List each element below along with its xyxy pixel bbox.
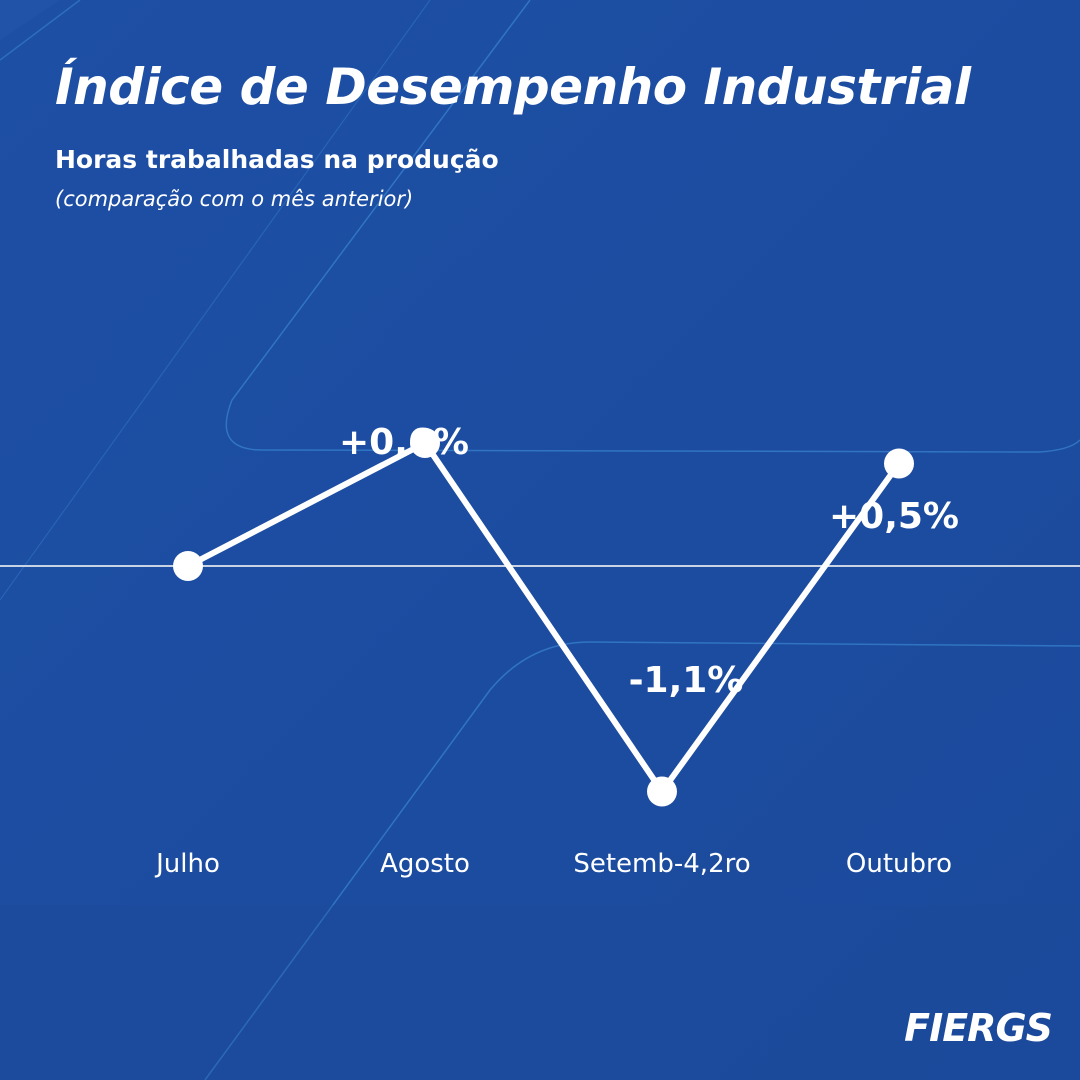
data-point-setemb-4-2ro <box>647 776 677 807</box>
x-tick-label: Outubro <box>846 849 952 879</box>
x-tick-label: Julho <box>154 849 220 879</box>
decor-line <box>0 0 431 601</box>
data-point-agosto <box>410 428 440 458</box>
chart-note: (comparação com o mês anterior) <box>55 187 414 211</box>
data-label: +0,5% <box>829 496 959 537</box>
data-label: +0,6% <box>339 422 469 463</box>
decor-line <box>225 0 1080 453</box>
x-tick-label: Setemb-4,2ro <box>573 849 750 879</box>
data-point-outubro <box>884 448 914 479</box>
decor-line <box>204 641 1080 1080</box>
x-tick-label: Agosto <box>380 849 470 879</box>
page-title: Índice de Desempenho Industrial <box>55 58 971 116</box>
data-label: -1,1% <box>629 660 744 701</box>
series-line <box>185 439 902 797</box>
decor-band <box>0 0 60 40</box>
chart-subtitle: Horas trabalhadas na produção <box>55 145 499 174</box>
fiergs-logo: FIERGS <box>904 1006 1053 1050</box>
data-point-julho <box>173 551 203 581</box>
decor-line <box>0 0 81 61</box>
decor-band <box>0 905 1080 1080</box>
